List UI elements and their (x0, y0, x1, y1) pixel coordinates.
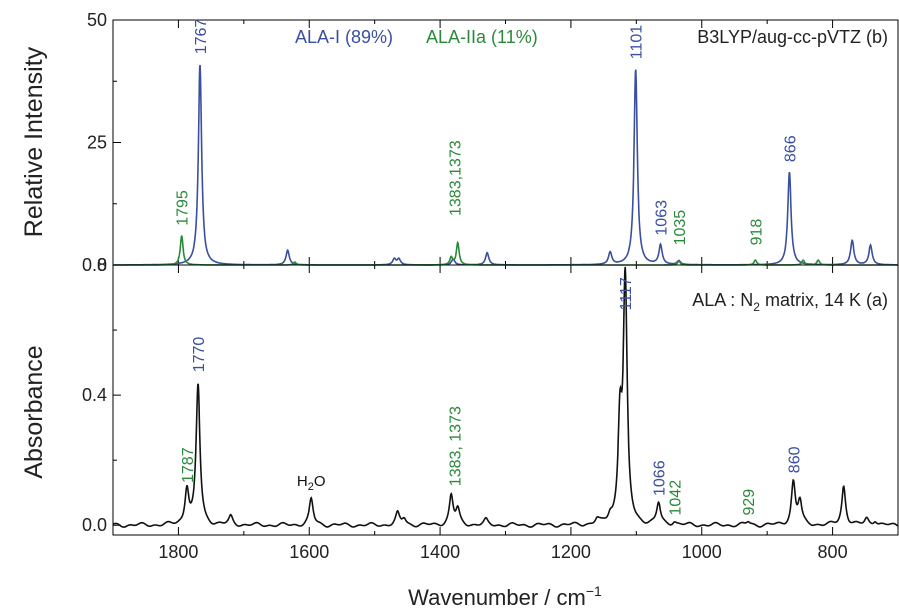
x-axis-title-sup: −1 (586, 583, 602, 599)
peak-label: 918 (748, 219, 765, 246)
y-tick-label: 0.4 (82, 385, 107, 405)
x-tick-label: 1200 (551, 542, 591, 562)
h2o-label: H2O (297, 473, 326, 493)
y-tick-label: 0.0 (82, 515, 107, 535)
peak-label: 1117 (618, 277, 635, 310)
bottom-panel-label: ALA : N2 matrix, 14 K (a) (692, 290, 888, 314)
x-axis-title-main: Wavenumber / cm (408, 585, 586, 610)
bottom-axis-ticks: 0.0 0.4 0.8 1800 1600 1400 1200 1000 800 (82, 255, 899, 562)
bottom-series-group (112, 266, 899, 528)
top-annotations: 1767 1795 1383,1373 1101 1063 1035 918 866 (175, 19, 800, 246)
x-axis-title: Wavenumber / cm−1 (408, 583, 602, 610)
peak-label: 1101 (629, 25, 646, 60)
panel-label-main: ALA : N (692, 290, 753, 310)
top-panel-label: B3LYP/aug-cc-pVTZ (b) (697, 27, 888, 47)
top-plot-frame (112, 19, 899, 266)
bottom-panel: 0.0 0.4 0.8 1800 1600 1400 1200 1000 800 1787 177… (20, 255, 899, 610)
y-tick-label: 25 (87, 133, 107, 153)
top-panel: 0 25 50 1767 1795 1383,1373 1101 1063 1035 918 86… (20, 10, 899, 275)
peak-label: 1383,1373 (448, 140, 465, 216)
peak-label: 1042 (667, 480, 684, 516)
peak-label: 1063 (654, 200, 671, 236)
x-tick-label: 800 (818, 542, 848, 562)
h2o-sub: 2 (308, 481, 314, 493)
peak-label: 1383, 1373 (448, 406, 465, 486)
peak-label: 1787 (180, 447, 197, 483)
series-line-blue (113, 64, 898, 266)
h2o-main: H (297, 473, 308, 490)
x-tick-label: 1000 (682, 542, 722, 562)
peak-label: 1066 (652, 460, 669, 496)
h2o-rest: O (314, 473, 326, 490)
peak-label: 1770 (191, 337, 208, 373)
legend-entry-ala-i: ALA-I (89%) (295, 27, 393, 47)
peak-label: 929 (741, 489, 758, 516)
y-tick-label: 0 (97, 255, 107, 275)
bottom-y-axis-title: Absorbance (20, 345, 48, 478)
top-y-axis-title: Relative Intensity (20, 46, 48, 237)
x-tick-label: 1800 (158, 542, 198, 562)
peak-label: 860 (786, 446, 803, 473)
legend-entry-ala-iia: ALA-IIa (11%) (426, 27, 538, 47)
series-line-black (112, 266, 899, 528)
y-tick-label: 0.8 (82, 255, 107, 275)
x-tick-label: 1600 (289, 542, 329, 562)
panel-label-sub: 2 (753, 300, 760, 314)
panel-label-rest: matrix, 14 K (a) (760, 290, 888, 310)
peak-label: 1767 (193, 19, 210, 55)
top-series-group (113, 64, 898, 266)
x-tick-label: 1400 (420, 542, 460, 562)
peak-label: 1035 (672, 210, 689, 246)
peak-label: 1795 (175, 190, 192, 226)
y-tick-label: 50 (87, 10, 107, 30)
peak-label: 866 (782, 135, 799, 162)
